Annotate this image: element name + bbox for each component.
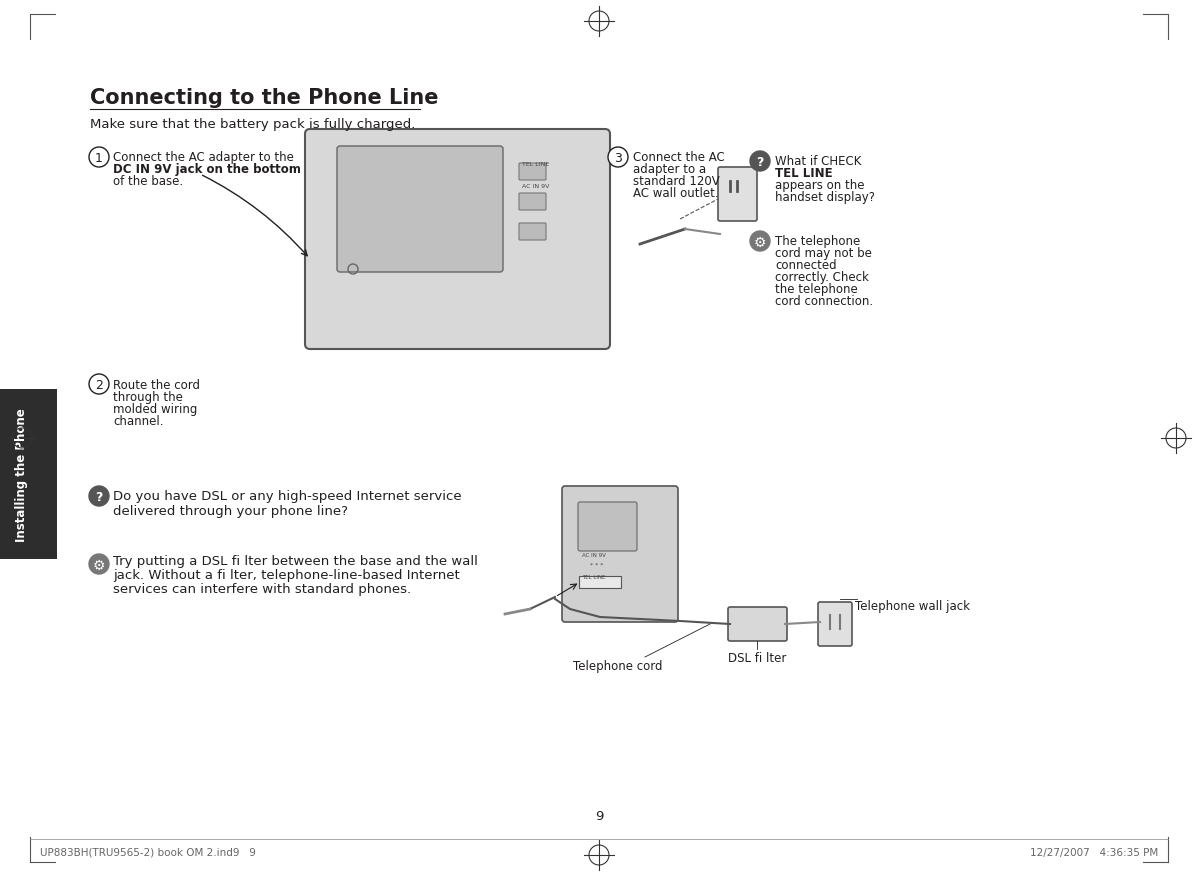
Text: channel.: channel.: [113, 415, 163, 427]
Text: 1: 1: [95, 152, 103, 165]
FancyBboxPatch shape: [579, 576, 621, 588]
Text: cord may not be: cord may not be: [775, 246, 872, 260]
FancyBboxPatch shape: [718, 168, 757, 222]
Text: AC IN 9V: AC IN 9V: [522, 184, 550, 189]
Text: correctly. Check: correctly. Check: [775, 271, 869, 283]
Text: What if CHECK: What if CHECK: [775, 155, 861, 168]
Text: Connect the AC adapter to the: Connect the AC adapter to the: [113, 151, 294, 164]
Circle shape: [609, 148, 628, 168]
Text: adapter to a: adapter to a: [633, 163, 706, 175]
Text: standard 120V: standard 120V: [633, 175, 720, 188]
Text: services can interfere with standard phones.: services can interfere with standard pho…: [113, 582, 411, 595]
Text: TEL LINE: TEL LINE: [522, 162, 549, 167]
Text: Connecting to the Phone Line: Connecting to the Phone Line: [90, 88, 438, 108]
Text: 12/27/2007   4:36:35 PM: 12/27/2007 4:36:35 PM: [1030, 847, 1158, 857]
Text: appears on the: appears on the: [775, 179, 865, 192]
Text: * * *: * * *: [589, 562, 604, 567]
Text: ?: ?: [756, 156, 763, 168]
FancyBboxPatch shape: [577, 503, 637, 552]
Text: The telephone: The telephone: [775, 235, 860, 247]
Circle shape: [89, 554, 109, 574]
Text: delivered through your phone line?: delivered through your phone line?: [113, 504, 347, 517]
Text: DSL fi lter: DSL fi lter: [728, 652, 786, 664]
FancyBboxPatch shape: [0, 389, 58, 560]
Circle shape: [750, 232, 770, 252]
Text: 2: 2: [95, 379, 103, 391]
Text: connected: connected: [775, 259, 836, 272]
Text: molded wiring: molded wiring: [113, 403, 198, 416]
Text: DC IN 9V jack on the bottom: DC IN 9V jack on the bottom: [113, 163, 301, 175]
FancyBboxPatch shape: [519, 194, 546, 210]
Text: of the base.: of the base.: [113, 175, 183, 188]
Text: AC wall outlet.: AC wall outlet.: [633, 187, 719, 200]
Circle shape: [750, 152, 770, 172]
Text: Installing the Phone: Installing the Phone: [16, 408, 29, 541]
Text: 3: 3: [615, 152, 622, 165]
FancyBboxPatch shape: [305, 130, 610, 350]
Text: jack. Without a fi lter, telephone-line-based Internet: jack. Without a fi lter, telephone-line-…: [113, 568, 460, 581]
Text: the telephone: the telephone: [775, 282, 858, 296]
Circle shape: [89, 487, 109, 506]
Text: TEL LINE: TEL LINE: [582, 574, 605, 580]
FancyBboxPatch shape: [519, 224, 546, 240]
Text: Route the cord: Route the cord: [113, 379, 200, 391]
Text: ⚙: ⚙: [754, 235, 767, 249]
Text: Make sure that the battery pack is fully charged.: Make sure that the battery pack is fully…: [90, 118, 416, 131]
FancyBboxPatch shape: [562, 487, 678, 623]
Text: Do you have DSL or any high-speed Internet service: Do you have DSL or any high-speed Intern…: [113, 489, 461, 503]
Text: ?: ?: [96, 490, 103, 503]
Circle shape: [89, 374, 109, 395]
Text: ⚙: ⚙: [92, 558, 105, 572]
Text: AC IN 9V: AC IN 9V: [582, 553, 606, 558]
Text: UP883BH(TRU9565-2) book OM 2.ind9   9: UP883BH(TRU9565-2) book OM 2.ind9 9: [40, 847, 256, 857]
Text: handset display?: handset display?: [775, 191, 875, 203]
Text: Try putting a DSL fi lter between the base and the wall: Try putting a DSL fi lter between the ba…: [113, 554, 478, 567]
Text: cord connection.: cord connection.: [775, 295, 873, 308]
FancyBboxPatch shape: [337, 146, 503, 273]
Circle shape: [89, 148, 109, 168]
Text: Connect the AC: Connect the AC: [633, 151, 725, 164]
FancyBboxPatch shape: [728, 607, 787, 641]
Text: 9: 9: [595, 809, 603, 822]
Text: TEL LINE: TEL LINE: [775, 167, 833, 180]
Text: Telephone cord: Telephone cord: [574, 660, 662, 673]
FancyBboxPatch shape: [818, 602, 852, 646]
FancyBboxPatch shape: [519, 164, 546, 181]
Text: through the: through the: [113, 390, 183, 403]
Text: Telephone wall jack: Telephone wall jack: [855, 599, 970, 612]
